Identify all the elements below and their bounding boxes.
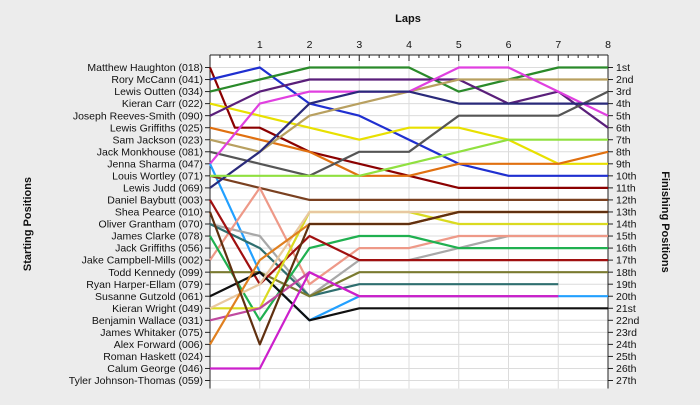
start-label: Joseph Reeves-Smith (090): [73, 110, 203, 122]
series-line: [209, 199, 608, 286]
start-label: Calum George (046): [107, 363, 203, 375]
start-label: Jack Monkhouse (081): [97, 146, 203, 158]
series-line: [209, 174, 608, 201]
start-label: Todd Kennedy (099): [108, 267, 203, 279]
finish-label: 20th: [616, 291, 637, 303]
plot-area: 1 2 3 4 5 6 7 8 Matthew Haughton (018)Rory McCan…: [69, 39, 640, 389]
start-label: Susanne Gutzold (061): [95, 291, 203, 303]
finish-label: 11th: [616, 182, 636, 194]
x-tick-label: 5: [456, 39, 462, 51]
finish-label: 1st: [616, 62, 630, 74]
finish-label: 8th: [616, 146, 631, 158]
finish-label: 4th: [616, 98, 631, 110]
start-label: Tyler Johnson-Thomas (059): [69, 375, 203, 387]
series-line: [209, 90, 608, 189]
finish-label: 22nd: [616, 315, 640, 327]
start-label: Jake Campbell-Mills (002): [82, 255, 203, 267]
finish-label: 27th: [616, 375, 637, 387]
x-tick-label: 4: [406, 39, 412, 51]
x-tick-label: 3: [356, 39, 362, 51]
start-label: Louis Wortley (071): [112, 170, 203, 182]
series-line: [209, 102, 608, 165]
finish-label: 13th: [616, 207, 637, 219]
finish-label: 24th: [616, 339, 637, 351]
x-tick-label: 2: [307, 39, 313, 51]
finish-label: 7th: [616, 134, 631, 146]
x-tick-label: 8: [605, 39, 611, 51]
start-label: Kieran Carr (022): [122, 98, 203, 110]
finish-label: 6th: [616, 122, 631, 134]
start-label: Kieran Wright (049): [112, 303, 203, 315]
series-line: [210, 138, 608, 177]
start-label: Shea Pearce (010): [115, 207, 203, 219]
start-label: Lewis Outten (034): [114, 86, 203, 98]
start-label: Jack Griffiths (056): [115, 243, 203, 255]
series-line: [209, 186, 608, 286]
series-line: [209, 126, 609, 177]
finish-label: 21st: [616, 303, 636, 315]
finish-label: 9th: [616, 158, 631, 170]
finish-label: 23rd: [616, 327, 637, 339]
start-label: Lewis Judd (069): [123, 182, 203, 194]
start-label: Ryan Harper-Ellam (079): [86, 279, 203, 291]
finish-label: 3rd: [616, 86, 631, 98]
start-label: Jenna Sharma (047): [107, 158, 203, 170]
start-label: James Whitaker (075): [100, 327, 203, 339]
start-label: Oliver Grantham (070): [99, 219, 203, 231]
x-tick-label: 1: [257, 39, 263, 51]
start-label: James Clarke (078): [111, 231, 203, 243]
finish-label: 12th: [616, 195, 637, 207]
finish-label: 16th: [616, 243, 637, 255]
series-line: [209, 90, 609, 177]
finish-label: 2nd: [616, 74, 634, 86]
series-line: [209, 66, 608, 177]
x-tick-label: 7: [555, 39, 561, 51]
series-line: [209, 66, 608, 93]
finish-label: 17th: [616, 255, 637, 267]
start-label: Benjamin Wallace (031): [92, 315, 203, 327]
series-line: [210, 271, 559, 370]
finish-label: 10th: [616, 170, 637, 182]
start-label: Roman Haskett (024): [103, 351, 203, 363]
start-label: Lewis Griffiths (025): [110, 122, 203, 134]
finish-label: 5th: [616, 110, 631, 122]
start-label: Matthew Haughton (018): [87, 62, 203, 74]
finish-label: 14th: [616, 219, 637, 231]
y-axis-label-right: Finishing Positions: [659, 171, 671, 272]
finish-label: 19th: [616, 279, 637, 291]
finish-label: 15th: [616, 231, 637, 243]
chart-title: Laps: [395, 13, 421, 25]
series-line: [209, 271, 608, 322]
series-line: [210, 271, 608, 298]
start-label: Alex Forward (006): [114, 339, 203, 351]
series-line: [209, 223, 559, 298]
start-label: Sam Jackson (023): [113, 134, 203, 146]
start-label: Rory McCann (041): [111, 74, 203, 86]
finish-label: 26th: [616, 363, 637, 375]
series-line: [208, 210, 608, 346]
finish-label: 25th: [616, 351, 637, 363]
series-line: [209, 78, 609, 129]
finish-label: 18th: [616, 267, 637, 279]
start-label: Daniel Baybutt (003): [107, 195, 203, 207]
y-axis-label-left: Starting Positions: [22, 177, 34, 271]
x-tick-label: 6: [506, 39, 512, 51]
